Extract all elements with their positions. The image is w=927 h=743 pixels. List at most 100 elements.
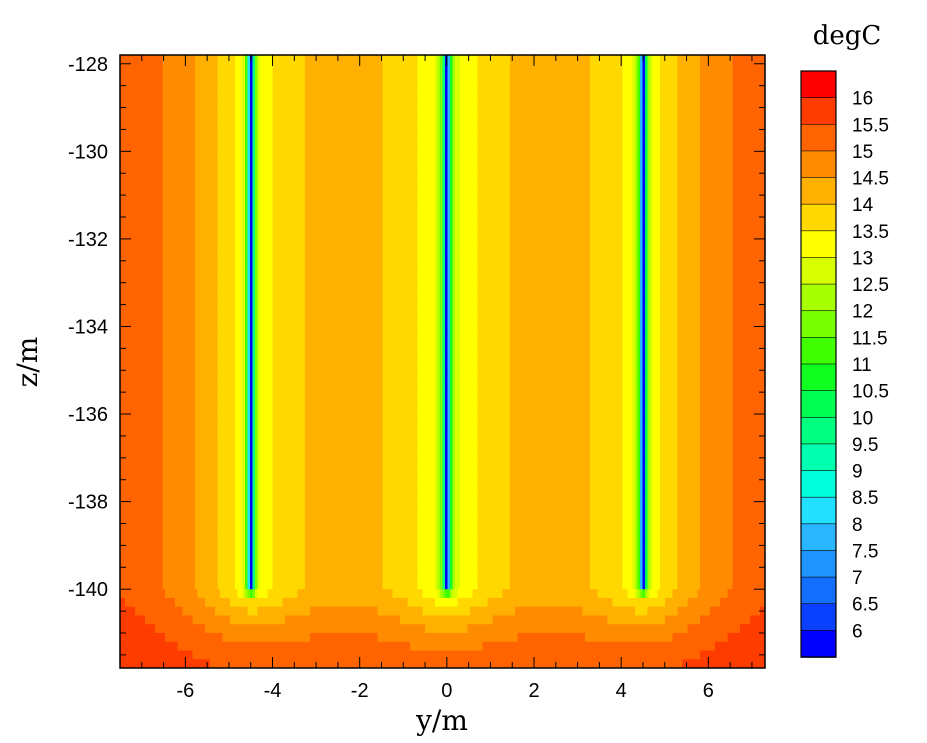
contour-band-cell	[715, 641, 765, 652]
contour-band-cell	[260, 247, 274, 258]
contour-band-cell	[445, 63, 449, 74]
colorbar-label: 14	[852, 195, 874, 216]
contour-band-cell	[242, 177, 246, 187]
contour-band-cell	[460, 536, 479, 546]
contour-band-cell	[452, 300, 456, 310]
contour-band-cell	[442, 212, 446, 222]
contour-band-cell	[257, 300, 261, 310]
contour-band-cell	[445, 221, 449, 231]
contour-band-cell	[245, 308, 249, 319]
contour-band-cell	[257, 361, 261, 371]
contour-band-cell	[305, 265, 384, 275]
contour-band-cell	[437, 519, 441, 529]
contour-band-cell	[650, 545, 654, 555]
contour-band-cell	[217, 414, 236, 424]
contour-band-cell	[445, 343, 449, 354]
contour-band-cell	[700, 256, 734, 266]
contour-band-cell	[382, 545, 419, 555]
contour-band-cell	[660, 335, 679, 345]
contour-band-cell	[642, 510, 646, 520]
contour-band-cell	[217, 440, 236, 450]
contour-band-cell	[637, 160, 641, 170]
contour-band-cell	[642, 308, 646, 319]
contour-band-cell	[250, 335, 254, 345]
contour-band-cell	[732, 519, 765, 529]
contour-band-cell	[447, 335, 451, 345]
colorbar-swatch	[800, 576, 837, 605]
contour-band-cell	[452, 501, 456, 511]
contour-band-cell	[217, 405, 236, 415]
contour-band-cell	[732, 160, 765, 170]
contour-band-cell	[700, 81, 734, 91]
contour-band-cell	[257, 606, 311, 617]
contour-band-cell	[510, 484, 591, 494]
contour-band-cell	[632, 98, 636, 109]
contour-band-cell	[622, 107, 634, 117]
contour-band-cell	[250, 510, 254, 520]
contour-band-cell	[437, 151, 441, 161]
contour-band-cell	[450, 160, 454, 170]
colorbar-swatch	[800, 496, 837, 525]
contour-band-cell	[120, 230, 164, 240]
contour-band-cell	[260, 142, 274, 152]
contour-band-cell	[252, 343, 256, 354]
colorbar-swatch	[800, 203, 837, 232]
contour-band-cell	[647, 335, 651, 345]
contour-band-cell	[652, 317, 661, 328]
contour-band-cell	[640, 343, 644, 354]
contour-band-cell	[437, 98, 441, 109]
contour-band-cell	[235, 510, 244, 520]
contour-band-cell	[455, 160, 461, 170]
contour-band-cell	[255, 527, 259, 538]
contour-band-cell	[477, 387, 511, 398]
contour-band-cell	[635, 492, 639, 503]
contour-band-cell	[260, 466, 274, 476]
contour-band-cell	[622, 177, 634, 187]
contour-band-cell	[120, 545, 164, 555]
contour-band-cell	[435, 151, 439, 161]
contour-band-cell	[732, 545, 765, 555]
contour-band-cell	[732, 238, 765, 249]
contour-band-cell	[250, 457, 254, 468]
contour-band-cell	[637, 317, 641, 328]
contour-band-cell	[455, 195, 461, 205]
contour-band-cell	[477, 571, 511, 582]
contour-band-cell	[632, 536, 636, 546]
contour-band-cell	[257, 98, 261, 109]
contour-band-cell	[245, 501, 249, 511]
contour-band-cell	[622, 580, 634, 590]
contour-band-cell	[250, 326, 254, 336]
contour-band-cell	[255, 484, 259, 494]
contour-band-cell	[645, 440, 649, 450]
contour-band-cell	[650, 562, 654, 573]
contour-band-cell	[677, 361, 701, 371]
contour-band-cell	[447, 361, 451, 371]
contour-band-cell	[260, 98, 274, 109]
contour-band-cell	[660, 554, 679, 564]
contour-band-cell	[640, 160, 644, 170]
contour-band-cell	[235, 203, 244, 214]
contour-band-cell	[250, 562, 254, 573]
contour-band-cell	[257, 125, 261, 135]
contour-band-cell	[235, 133, 244, 144]
contour-band-cell	[632, 55, 636, 65]
contour-band-cell	[677, 519, 701, 529]
contour-band-cell	[417, 431, 436, 441]
contour-band-cell	[442, 151, 446, 161]
contour-band-cell	[477, 536, 511, 546]
contour-band-cell	[647, 125, 651, 135]
contour-band-cell	[247, 379, 251, 389]
contour-band-cell	[652, 554, 661, 564]
contour-band-cell	[642, 300, 646, 310]
contour-band-cell	[195, 422, 219, 433]
contour-band-cell	[250, 352, 254, 363]
contour-band-cell	[257, 589, 269, 599]
contour-band-cell	[442, 195, 446, 205]
contour-band-cell	[255, 361, 259, 371]
contour-band-cell	[437, 300, 441, 310]
contour-band-cell	[635, 580, 639, 590]
contour-band-cell	[452, 466, 456, 476]
contour-band-cell	[235, 282, 244, 293]
contour-band-cell	[437, 501, 441, 511]
contour-band-cell	[435, 212, 439, 222]
